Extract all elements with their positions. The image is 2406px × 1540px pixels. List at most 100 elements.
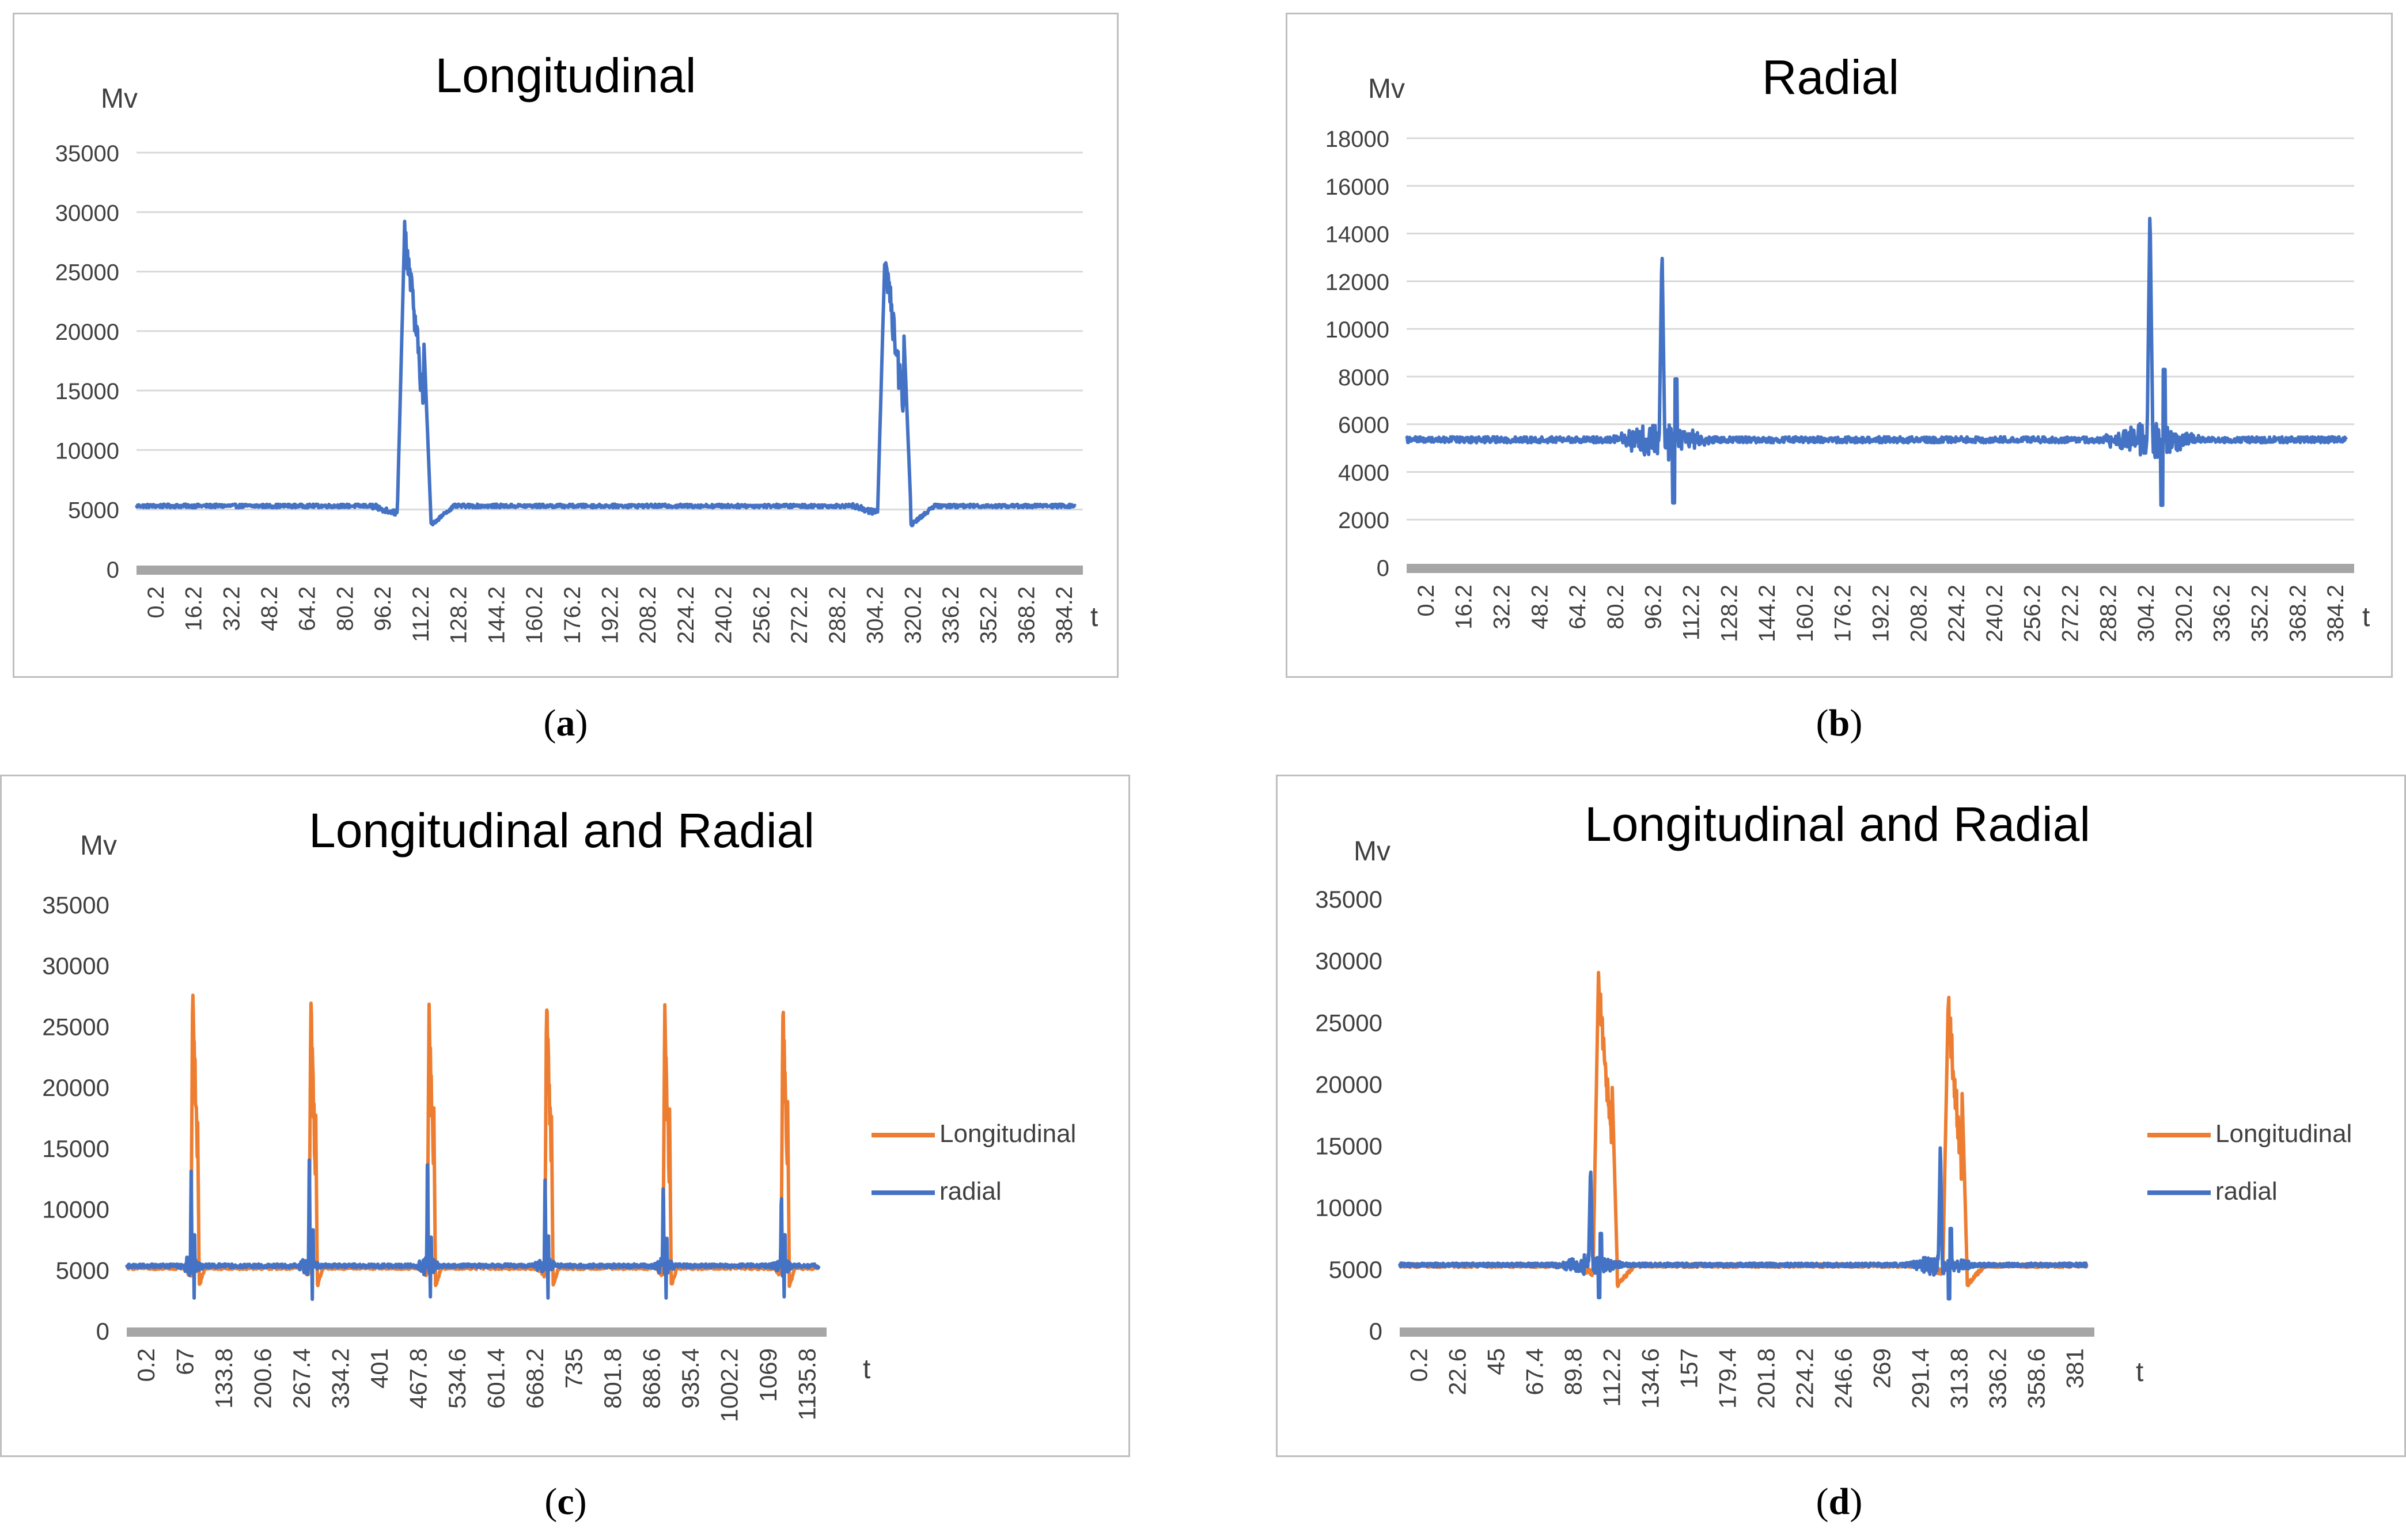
x-tick-label: 1135.8: [793, 1348, 820, 1420]
x-tick-label: 291.4: [1907, 1348, 1934, 1409]
x-tick-label: 157: [1676, 1348, 1703, 1389]
series-line-radial: [1405, 217, 2348, 507]
x-tick-label: 32.2: [1490, 585, 1515, 629]
series-line-longitudinal: [1398, 970, 2089, 1288]
x-axis-label: t: [1090, 602, 1098, 632]
x-tick-label: 288.2: [825, 586, 850, 644]
caption-c: (c): [544, 1481, 587, 1523]
x-tick-label: 288.2: [2096, 585, 2121, 642]
x-tick-label: 208.2: [635, 586, 661, 644]
y-axis-label: Mv: [101, 84, 138, 114]
series-line-longitudinal: [135, 219, 1077, 528]
series-line-radial: [1398, 1146, 2089, 1301]
x-tick-label: 208.2: [1906, 585, 1931, 642]
x-tick-label: 381: [2062, 1348, 2089, 1389]
x-tick-label: 48.2: [1527, 585, 1552, 629]
y-tick-label: 0: [107, 557, 119, 583]
chart-panel-d: Longitudinal and Radial Mv 0 5000 10000 15000…: [1276, 775, 2406, 1457]
x-tick-label: 240.2: [711, 586, 737, 644]
x-tick-label: 352.2: [976, 586, 1002, 644]
x-tick-label: 133.8: [210, 1348, 237, 1409]
x-tick-label: 192.2: [1869, 585, 1894, 642]
chart-title: Longitudinal and Radial: [309, 803, 814, 858]
x-tick-label: 179.4: [1714, 1348, 1741, 1409]
y-tick-label: 0: [1369, 1318, 1382, 1345]
y-tick-label: 0: [96, 1318, 109, 1345]
x-tick-label: 200.6: [249, 1348, 276, 1409]
x-tick-label: 352.2: [2248, 585, 2273, 642]
x-tick-label: 67: [171, 1348, 198, 1375]
y-tick-label: 2000: [1338, 508, 1389, 533]
x-tick-label: 384.2: [1052, 586, 1077, 644]
legend-item-longitudinal: Longitudinal: [2147, 1118, 2352, 1150]
x-tick-label: 384.2: [2323, 585, 2348, 642]
legend-label-longitudinal: Longitudinal: [939, 1120, 1077, 1148]
x-axis-line: [137, 566, 1083, 575]
x-tick-label: 16.2: [1452, 585, 1477, 629]
x-tick-label: 336.2: [2210, 585, 2235, 642]
x-tick-label: 246.6: [1830, 1348, 1857, 1409]
y-axis-label: Mv: [80, 830, 117, 861]
x-tick-label: 304.2: [863, 586, 888, 644]
x-tick-label: 224.2: [673, 586, 699, 644]
x-tick-label: 80.2: [1603, 585, 1628, 629]
y-tick-label: 15000: [42, 1135, 109, 1162]
x-tick-label: 368.2: [2285, 585, 2310, 642]
x-tick-label: 304.2: [2134, 585, 2159, 642]
x-tick-label: 112.2: [408, 586, 434, 642]
x-tick-label: 320.2: [900, 586, 926, 644]
x-tick-label: 1069: [755, 1348, 782, 1402]
x-tick-label: 801.8: [599, 1348, 626, 1409]
chart-panel-a: Longitudinal Mv 0 5000 10000 15000 20000 25000 3…: [13, 13, 1119, 678]
x-tick-label: 134.6: [1637, 1348, 1664, 1409]
x-tick-label: 336.2: [938, 586, 964, 644]
x-tick-label: 112.2: [1598, 1348, 1626, 1407]
chart-title: Longitudinal: [435, 48, 696, 103]
y-axis-label: Mv: [1368, 74, 1405, 104]
x-tick-label: 144.2: [484, 586, 509, 644]
x-tick-label: 16.2: [181, 586, 207, 631]
chart-svg-a: Longitudinal Mv 0 5000 10000 15000 20000 25000 3…: [55, 48, 1098, 644]
x-axis-label: t: [2136, 1357, 2143, 1387]
y-tick-label: 20000: [1315, 1071, 1382, 1098]
legend-label-radial: radial: [939, 1177, 1002, 1205]
x-axis-line: [127, 1327, 827, 1337]
x-tick-label: 80.2: [332, 586, 358, 631]
x-tick-label: 358.6: [2023, 1348, 2050, 1409]
x-tick-label: 224.2: [1791, 1348, 1818, 1409]
x-tick-label: 201.8: [1753, 1348, 1780, 1409]
caption-a: (a): [543, 702, 588, 744]
x-tick-label: 64.2: [1565, 585, 1590, 629]
x-tick-label: 160.2: [522, 586, 547, 644]
y-tick-label: 15000: [1315, 1133, 1382, 1160]
y-tick-label: 10000: [55, 438, 119, 464]
x-tick-label: 267.4: [288, 1348, 315, 1409]
x-tick-label: 45: [1483, 1348, 1510, 1375]
y-tick-label: 20000: [55, 320, 119, 345]
x-tick-label: 240.2: [1982, 585, 2007, 642]
x-tick-label: 735: [560, 1348, 587, 1389]
legend-c: Longitudinal radial: [872, 1118, 1076, 1234]
y-tick-label: 14000: [1325, 222, 1389, 248]
legend-item-longitudinal: Longitudinal: [872, 1118, 1076, 1150]
y-tick-label: 6000: [1338, 413, 1389, 438]
y-tick-label: 25000: [1315, 1009, 1382, 1036]
chart-title: Longitudinal and Radial: [1585, 797, 2090, 851]
y-tick-label: 35000: [42, 892, 109, 919]
y-tick-label: 25000: [55, 260, 119, 286]
x-tick-label: 22.6: [1444, 1348, 1471, 1395]
x-tick-label: 269: [1869, 1348, 1896, 1389]
x-axis-line: [1400, 1327, 2094, 1337]
x-tick-label: 0.2: [132, 1348, 160, 1382]
x-tick-label: 64.2: [295, 586, 320, 631]
legend-item-radial: radial: [872, 1176, 1076, 1207]
x-tick-label: 0.2: [1405, 1348, 1433, 1382]
legend-swatch-longitudinal: [2147, 1133, 2211, 1137]
chart-svg-b: Radial Mv 0 2000 4000 6000 8000 10000 12000 14000…: [1325, 50, 2370, 642]
x-tick-label: 67.4: [1521, 1348, 1548, 1395]
y-tick-label: 35000: [1315, 886, 1382, 913]
series-line-longitudinal: [125, 993, 820, 1288]
x-tick-label: 0.2: [143, 586, 169, 619]
x-tick-label: 128.2: [1717, 585, 1742, 642]
x-axis-line: [1407, 564, 2354, 573]
